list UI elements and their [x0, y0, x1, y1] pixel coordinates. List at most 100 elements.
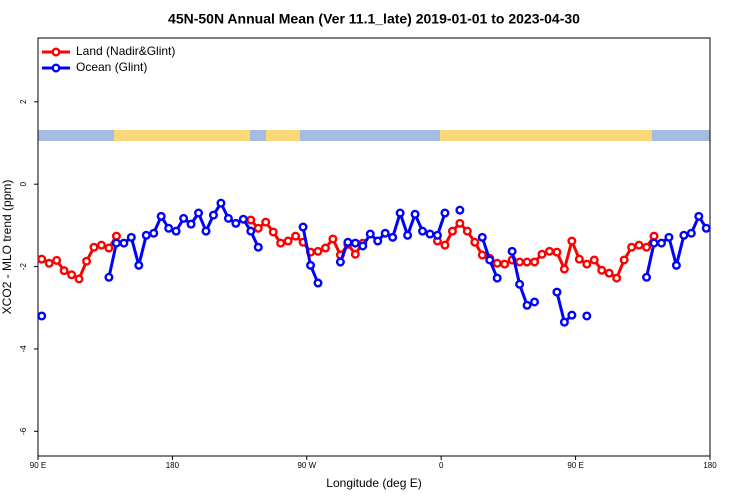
chart-title: 45N-50N Annual Mean (Ver 11.1_late) 2019…	[168, 11, 580, 27]
legend-marker	[51, 63, 61, 73]
data-point	[619, 255, 629, 265]
data-point	[246, 215, 256, 225]
data-point	[440, 208, 450, 218]
data-point	[313, 246, 323, 256]
data-point	[276, 238, 286, 248]
data-point	[37, 254, 47, 264]
x-tick-label: 180	[703, 461, 717, 470]
y-tick-label: 2	[19, 99, 28, 104]
data-point	[82, 256, 92, 266]
data-point	[164, 223, 174, 233]
data-point	[477, 232, 487, 242]
data-point	[597, 265, 607, 275]
data-point	[582, 259, 592, 269]
data-point	[350, 249, 360, 259]
data-point	[425, 229, 435, 239]
x-tick-label: 90 E	[30, 461, 46, 470]
data-point	[179, 213, 189, 223]
data-point	[679, 230, 689, 240]
data-point	[530, 297, 540, 307]
data-point	[664, 232, 674, 242]
data-point	[126, 232, 136, 242]
data-point	[552, 287, 562, 297]
data-point	[470, 237, 480, 247]
data-point	[432, 230, 442, 240]
data-point	[567, 236, 577, 246]
data-point	[328, 234, 338, 244]
data-point	[59, 266, 69, 276]
x-axis-label: Longitude (deg E)	[326, 476, 421, 490]
data-point	[238, 214, 248, 224]
data-point	[642, 272, 652, 282]
data-point	[656, 238, 666, 248]
data-point	[283, 236, 293, 246]
data-point	[500, 259, 510, 269]
data-point	[298, 222, 308, 232]
y-axis-label: XCO2 - MLO trend (ppm)	[0, 180, 14, 315]
data-point	[559, 264, 569, 274]
data-point	[253, 242, 263, 252]
data-point	[194, 208, 204, 218]
data-point	[477, 250, 487, 260]
data-point	[261, 217, 271, 227]
data-point	[388, 232, 398, 242]
data-point	[350, 238, 360, 248]
data-point	[171, 226, 181, 236]
data-point	[515, 257, 525, 267]
x-tick-label: 90 W	[297, 461, 316, 470]
y-tick-label: -4	[19, 345, 28, 353]
data-point	[440, 240, 450, 250]
data-point	[380, 228, 390, 238]
data-point	[223, 213, 233, 223]
data-point	[104, 243, 114, 253]
data-point	[186, 219, 196, 229]
data-point	[642, 242, 652, 252]
data-point	[544, 246, 554, 256]
data-point	[627, 242, 637, 252]
data-point	[141, 230, 151, 240]
data-point	[604, 268, 614, 278]
legend-label: Ocean (Glint)	[76, 60, 147, 74]
data-point	[559, 317, 569, 327]
data-point	[320, 243, 330, 253]
data-point	[492, 273, 502, 283]
data-point	[119, 238, 129, 248]
data-point	[701, 223, 711, 233]
data-point	[492, 258, 502, 268]
data-point	[291, 231, 301, 241]
data-point	[455, 218, 465, 228]
y-tick-label: -6	[19, 427, 28, 435]
data-point	[522, 257, 532, 267]
data-point	[343, 237, 353, 247]
data-point	[552, 247, 562, 257]
plot-frame	[37, 37, 711, 457]
legend-label: Land (Nadir&Glint)	[76, 44, 175, 58]
data-point	[455, 205, 465, 215]
data-point	[537, 249, 547, 259]
data-point	[208, 210, 218, 220]
data-point	[306, 260, 316, 270]
data-point	[104, 272, 114, 282]
data-point	[52, 255, 62, 265]
data-point	[358, 241, 368, 251]
data-point	[612, 273, 622, 283]
legend-marker	[51, 47, 61, 57]
series-line	[41, 235, 118, 282]
data-point	[686, 228, 696, 238]
data-point	[96, 240, 106, 250]
data-point	[522, 300, 532, 310]
data-point	[530, 257, 540, 267]
data-point	[156, 211, 166, 221]
x-tick-label: 0	[439, 461, 444, 470]
land-ocean-band	[38, 130, 710, 141]
data-point	[649, 231, 659, 241]
data-point	[634, 240, 644, 250]
data-point	[403, 230, 413, 240]
data-point	[216, 198, 226, 208]
data-point	[649, 238, 659, 248]
data-point	[111, 238, 121, 248]
x-tick-label: 90 E	[567, 461, 583, 470]
data-point	[462, 226, 472, 236]
data-point	[485, 255, 495, 265]
